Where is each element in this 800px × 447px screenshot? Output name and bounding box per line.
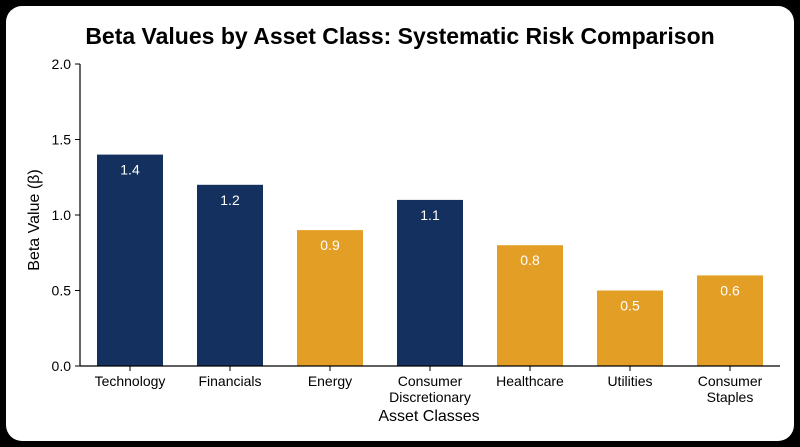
x-axis-ticks: Technology Financials Energy Consumer Discre… [95, 366, 763, 405]
x-tick-label-line: Discretionary [389, 389, 471, 405]
y-tick-label: 1.0 [52, 207, 72, 223]
y-tick-label: 0.0 [52, 358, 72, 374]
bar-value-label: 0.5 [620, 298, 640, 314]
y-axis-label: Beta Value (β) [26, 169, 43, 270]
x-tick-label-line: Consumer [398, 373, 463, 389]
x-tick-label-line: Staples [707, 389, 754, 405]
x-tick-label-line: Consumer [698, 373, 763, 389]
x-tick-label: Financials [198, 373, 261, 389]
bar [597, 290, 663, 366]
x-tick-label: Technology [95, 373, 166, 389]
chart-title: Beta Values by Asset Class: Systematic R… [85, 23, 714, 49]
bar-value-label: 1.2 [220, 192, 240, 208]
bar-value-label: 0.9 [320, 237, 340, 253]
x-tick-label-line: Financials [198, 373, 261, 389]
x-tick-label: Consumer Staples [698, 373, 763, 405]
bar [397, 199, 463, 366]
bar [297, 230, 363, 366]
bar-value-label: 1.4 [120, 162, 140, 178]
bar-value-label: 0.6 [720, 282, 740, 298]
bar [497, 245, 563, 366]
x-tick-label: Utilities [607, 373, 652, 389]
x-tick-label: Consumer Discretionary [389, 373, 471, 405]
x-tick-label: Energy [308, 373, 352, 389]
bar [97, 154, 163, 366]
x-tick-label-line: Energy [308, 373, 352, 389]
bar [197, 184, 263, 366]
bar-chart: Beta Values by Asset Class: Systematic R… [26, 23, 780, 425]
y-axis-ticks: 0.0 0.5 1.0 1.5 2.0 [52, 56, 80, 374]
bar [697, 275, 763, 366]
x-tick-label-line: Utilities [607, 373, 652, 389]
y-tick-label: 0.5 [52, 283, 72, 299]
bars: 1.4 1.2 0.9 1.1 0.8 0.5 0.6 [97, 154, 763, 366]
x-tick-label: Healthcare [496, 373, 564, 389]
y-tick-label: 2.0 [52, 56, 72, 72]
bar-value-label: 1.1 [420, 207, 440, 223]
x-tick-label-line: Healthcare [496, 373, 564, 389]
x-tick-label-line: Technology [95, 373, 166, 389]
y-tick-label: 1.5 [52, 132, 72, 148]
chart-frame: Beta Values by Asset Class: Systematic R… [6, 6, 794, 441]
bar-value-label: 0.8 [520, 252, 540, 268]
x-axis-label: Asset Classes [378, 408, 479, 425]
